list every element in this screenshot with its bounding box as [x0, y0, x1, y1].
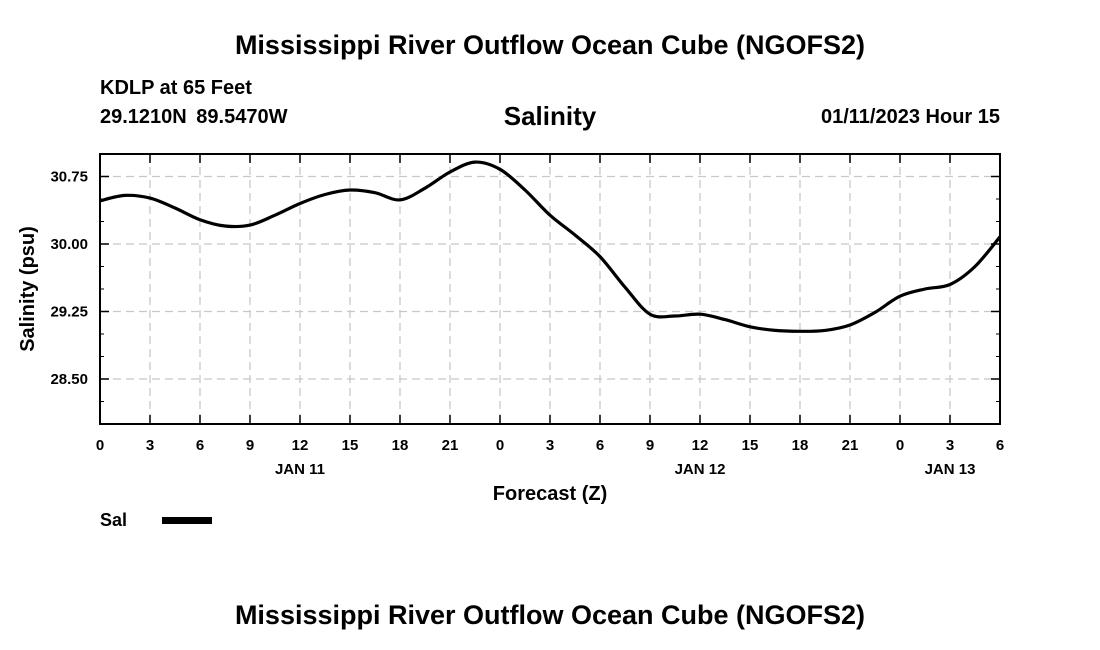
x-tick-label: 0 [896, 437, 904, 454]
x-tick-label: 15 [742, 437, 759, 454]
x-date-label: JAN 13 [925, 461, 976, 478]
x-tick-label: 21 [442, 437, 459, 454]
x-tick-label: 9 [246, 437, 254, 454]
x-tick-label: 6 [996, 437, 1004, 454]
x-tick-label: 12 [292, 437, 309, 454]
x-tick-label: 0 [96, 437, 104, 454]
y-axis-label: Salinity (psu) [17, 226, 39, 352]
chart-title: Salinity [503, 101, 597, 131]
x-tick-label: 18 [392, 437, 409, 454]
x-tick-label: 3 [146, 437, 154, 454]
x-tick-label: 15 [342, 437, 359, 454]
y-tick-label: 30.00 [50, 236, 88, 253]
forecast-datetime: 01/11/2023 Hour 15 [820, 106, 1000, 128]
x-date-label: JAN 11 [275, 461, 325, 478]
legend-swatch [162, 517, 212, 524]
x-tick-label: 9 [646, 437, 654, 454]
x-tick-label: 18 [792, 437, 809, 454]
x-tick-label: 12 [692, 437, 709, 454]
station-coordinates: 29.1210N 89.5470W [100, 106, 288, 128]
main-title: Mississippi River Outflow Ocean Cube (NG… [234, 30, 866, 60]
x-axis-label: Forecast (Z) [493, 483, 607, 505]
footer-title: Mississippi River Outflow Ocean Cube (NG… [234, 600, 866, 630]
x-tick-label: 3 [946, 437, 954, 454]
plot-frame [99, 153, 1001, 425]
x-date-label: JAN 12 [675, 461, 726, 478]
x-tick-label: 0 [496, 437, 504, 454]
station-label: KDLP at 65 Feet [100, 77, 252, 99]
legend-label: Sal [100, 510, 128, 530]
y-tick-label: 29.25 [50, 304, 88, 321]
x-tick-label: 21 [842, 437, 859, 454]
x-tick-label: 6 [596, 437, 604, 454]
x-tick-label: 6 [196, 437, 204, 454]
y-tick-label: 28.50 [50, 371, 88, 388]
x-tick-label: 3 [546, 437, 554, 454]
y-tick-label: 30.75 [50, 169, 88, 186]
salinity-series-line [99, 160, 1002, 333]
